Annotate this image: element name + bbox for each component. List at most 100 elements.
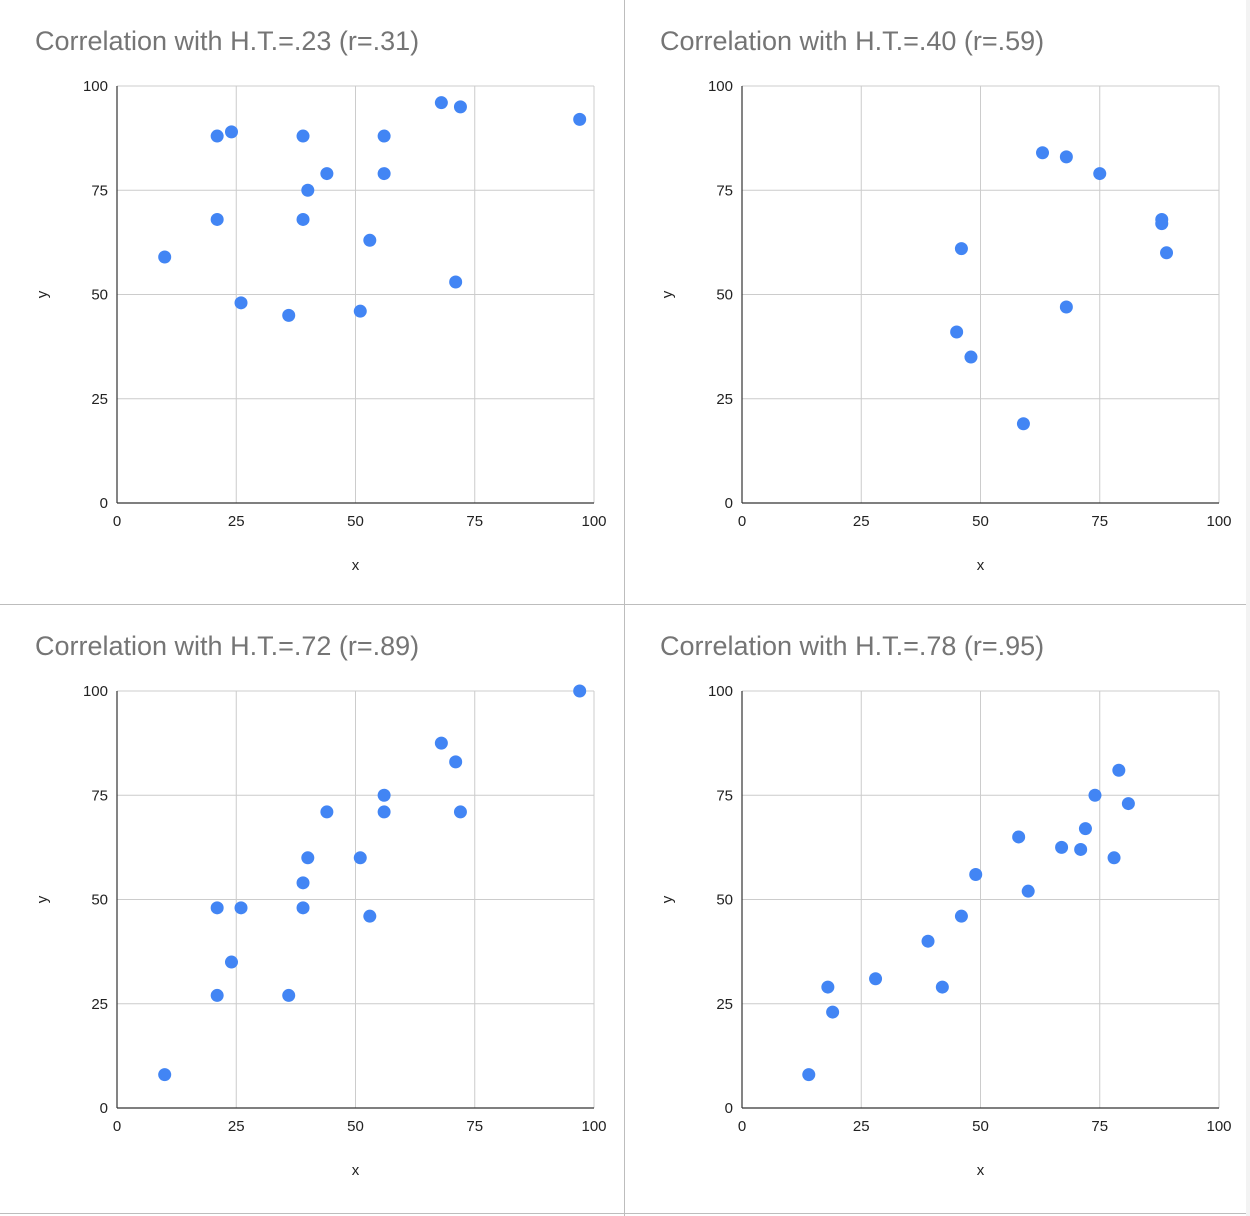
data-point[interactable] (1055, 840, 1069, 854)
data-point[interactable] (377, 129, 391, 143)
data-point[interactable] (377, 167, 391, 181)
data-point[interactable] (1012, 830, 1026, 844)
y-tick-label: 0 (100, 1100, 108, 1117)
chart-panel-2: Correlation with H.T.=.40 (r=.59) 0 25 50 75… (625, 0, 1246, 604)
data-point[interactable] (377, 788, 391, 802)
data-point[interactable] (1016, 417, 1030, 431)
data-point[interactable] (296, 212, 310, 226)
data-point[interactable] (1160, 246, 1174, 260)
data-point[interactable] (353, 851, 367, 865)
data-point[interactable] (453, 805, 467, 819)
data-point[interactable] (954, 242, 968, 256)
data-point[interactable] (802, 1068, 816, 1082)
data-point[interactable] (301, 851, 315, 865)
data-point[interactable] (449, 275, 463, 289)
x-tick-label: 100 (581, 1118, 606, 1135)
data-point[interactable] (1078, 822, 1092, 836)
chart-panel-1: Correlation with H.T.=.23 (r=.31) 0 25 50 75… (0, 0, 624, 604)
x-tick-label: 0 (113, 513, 121, 530)
data-point[interactable] (377, 805, 391, 819)
data-point[interactable] (158, 1068, 172, 1082)
bottom-border (0, 1213, 1246, 1214)
data-point[interactable] (296, 901, 310, 915)
y-axis-title: y (34, 290, 51, 298)
y-tick-label: 25 (91, 391, 108, 408)
data-point[interactable] (950, 325, 964, 339)
data-point[interactable] (869, 972, 883, 986)
data-point[interactable] (921, 934, 935, 948)
chart-title: Correlation with H.T.=.78 (r=.95) (660, 631, 1044, 661)
data-point[interactable] (954, 909, 968, 923)
data-point[interactable] (1155, 217, 1169, 231)
data-point[interactable] (1107, 851, 1121, 865)
data-point[interactable] (210, 129, 224, 143)
data-point[interactable] (224, 125, 238, 139)
data-point[interactable] (449, 755, 463, 769)
data-point[interactable] (158, 250, 172, 264)
chart-title: Correlation with H.T.=.23 (r=.31) (35, 26, 419, 56)
data-point[interactable] (282, 308, 296, 322)
data-point[interactable] (282, 988, 296, 1002)
data-point[interactable] (969, 867, 983, 881)
y-tick-label: 50 (716, 287, 733, 304)
chart-title: Correlation with H.T.=.40 (r=.59) (660, 26, 1044, 56)
data-point[interactable] (935, 980, 949, 994)
y-tick-label: 75 (91, 787, 108, 804)
data-point[interactable] (821, 980, 835, 994)
data-point[interactable] (363, 909, 377, 923)
x-tick-label: 100 (1206, 1118, 1231, 1135)
y-tick-label: 75 (716, 182, 733, 199)
x-tick-label: 100 (1206, 513, 1231, 530)
data-point[interactable] (1112, 763, 1126, 777)
x-tick-label: 50 (972, 513, 989, 530)
data-point[interactable] (964, 350, 978, 364)
data-point[interactable] (363, 233, 377, 247)
data-point[interactable] (453, 100, 467, 114)
data-point[interactable] (234, 901, 248, 915)
data-point[interactable] (210, 901, 224, 915)
y-tick-label: 0 (725, 1100, 733, 1117)
data-point[interactable] (320, 805, 334, 819)
y-tick-label: 100 (708, 78, 733, 95)
x-tick-label: 0 (113, 1118, 121, 1135)
data-point[interactable] (296, 876, 310, 890)
data-point[interactable] (1059, 150, 1073, 164)
scatter-chart: Correlation with H.T.=.40 (r=.59) 0 25 50 75… (659, 26, 1232, 574)
right-edge-strip (1246, 0, 1250, 1216)
scatter-chart: Correlation with H.T.=.72 (r=.89) 0 25 50 75… (34, 631, 607, 1179)
data-point[interactable] (320, 167, 334, 181)
data-point[interactable] (434, 736, 448, 750)
y-tick-label: 25 (716, 996, 733, 1013)
data-point[interactable] (1093, 167, 1107, 181)
data-point[interactable] (210, 988, 224, 1002)
data-point[interactable] (1074, 842, 1088, 856)
x-axis-title: x (977, 557, 985, 574)
data-point[interactable] (573, 112, 587, 126)
y-tick-label: 50 (91, 892, 108, 909)
y-axis-title: y (34, 895, 51, 903)
data-point[interactable] (1036, 146, 1050, 160)
chart-panel-4: Correlation with H.T.=.78 (r=.95) 0 25 50 75… (625, 605, 1246, 1213)
data-point[interactable] (826, 1005, 840, 1019)
data-point[interactable] (573, 684, 587, 698)
x-tick-label: 75 (1091, 1118, 1108, 1135)
data-point[interactable] (210, 212, 224, 226)
x-axis-title: x (352, 557, 360, 574)
data-point[interactable] (353, 304, 367, 318)
data-point[interactable] (1121, 797, 1135, 811)
x-tick-label: 50 (972, 1118, 989, 1135)
data-point[interactable] (301, 183, 315, 197)
data-point[interactable] (296, 129, 310, 143)
data-point[interactable] (434, 96, 448, 110)
data-point[interactable] (234, 296, 248, 310)
y-tick-label: 100 (83, 683, 108, 700)
data-point[interactable] (1088, 788, 1102, 802)
data-point[interactable] (224, 955, 238, 969)
data-point[interactable] (1021, 884, 1035, 898)
chart-panel-3: Correlation with H.T.=.72 (r=.89) 0 25 50 75… (0, 605, 624, 1213)
y-tick-label: 75 (716, 787, 733, 804)
data-point[interactable] (1059, 300, 1073, 314)
x-tick-label: 50 (347, 513, 364, 530)
x-tick-label: 75 (1091, 513, 1108, 530)
